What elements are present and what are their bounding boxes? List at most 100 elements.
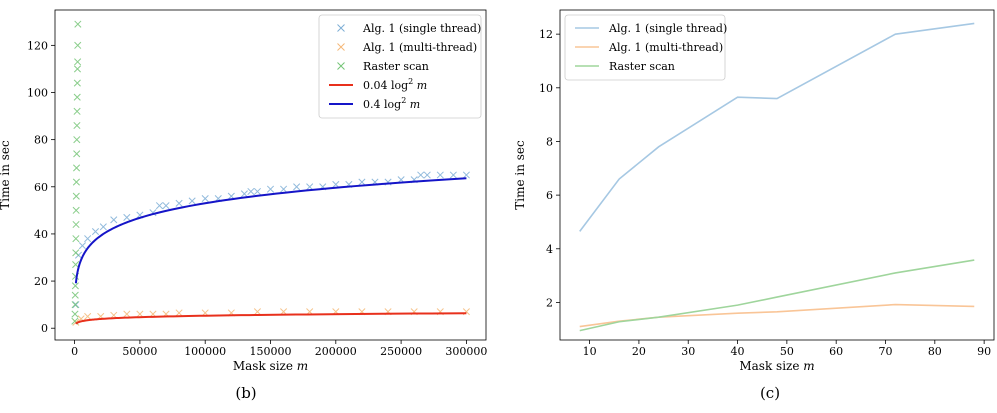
b-series-2-point	[71, 310, 79, 318]
b-series-0-point	[280, 185, 288, 193]
b-series-2-point	[74, 20, 82, 28]
b-series-0-point	[417, 171, 425, 179]
b-legend-marker	[337, 62, 345, 70]
b-ytick-label: 80	[34, 134, 48, 147]
b-series-4-line	[74, 177, 467, 284]
b-xtick-label: 50000	[122, 345, 157, 358]
b-series-0-point	[91, 228, 100, 236]
b-ytick-label: 20	[34, 275, 48, 288]
b-series-0-point	[123, 213, 131, 221]
b-legend-marker	[337, 43, 345, 51]
b-series-0-point	[266, 185, 275, 193]
b-series-2-point	[72, 164, 81, 172]
c-ytick-label: 2	[546, 296, 553, 309]
b-series-2-point	[72, 178, 80, 186]
b-y-axis-label: Time in sec	[0, 140, 12, 210]
b-xtick-label: 0	[71, 345, 78, 358]
b-series-2-point	[73, 65, 82, 73]
b-series-0-point	[84, 235, 92, 243]
c-xtick-label: 70	[879, 345, 893, 358]
b-series-0-point	[253, 187, 261, 196]
b-series-0-point	[99, 223, 107, 231]
b-series-0-point	[449, 171, 457, 179]
c-x-axis-label: Mask size m	[739, 359, 814, 373]
b-plot-area	[71, 20, 470, 326]
b-series-2-point	[74, 41, 82, 49]
b-legend-label: Alg. 1 (single thread)	[362, 22, 481, 35]
b-ytick-label: 40	[34, 228, 48, 241]
chart-panel-c: 10 20 30 40 50 60 70 80 90 2 4 6 8 10 12 Mask size m Tim…	[513, 9, 995, 373]
c-ytick-label: 10	[539, 82, 553, 95]
c-plot-area	[579, 22, 975, 332]
c-legend-label: Alg. 1 (multi-thread)	[608, 41, 723, 54]
c-legend-box	[564, 14, 726, 81]
c-ytick-label: 6	[546, 189, 553, 202]
b-legend: Alg. 1 (single thread) Alg. 1 (multi-thre…	[318, 14, 482, 119]
b-series-0-point	[201, 195, 209, 203]
b-series-2-point	[71, 291, 79, 299]
b-series-0-point	[462, 171, 470, 179]
b-series-2-point	[71, 301, 79, 309]
b-series-0-point	[175, 199, 183, 207]
b-series-0-point	[358, 178, 366, 186]
c-ytick-label: 4	[546, 243, 553, 256]
chart-panel-b: 0 50000 100000 150000 200000 250000 300000 0 20 4…	[0, 9, 487, 373]
b-legend-item: Alg. 1 (single thread)	[337, 22, 481, 35]
b-xtick-label: 100000	[184, 345, 226, 358]
b-data	[71, 20, 470, 326]
b-series-3-line	[75, 312, 467, 325]
c-xtick-label: 60	[829, 345, 843, 358]
b-series-0-point	[423, 171, 431, 179]
b-series-2-point	[73, 107, 81, 115]
b-series-1-point	[175, 309, 183, 317]
c-ytick-label: 8	[546, 135, 553, 148]
b-legend-item: Alg. 1 (multi-thread)	[337, 41, 477, 54]
b-ytick-label: 100	[27, 87, 48, 100]
c-legend-item: Alg. 1 (multi-thread)	[575, 41, 723, 54]
b-xtick-label: 150000	[250, 345, 292, 358]
b-legend-item: 0.04 log2 m	[329, 77, 427, 92]
c-ytick-label: 12	[539, 28, 553, 41]
b-legend-label: Raster scan	[363, 60, 429, 73]
b-series-0-point	[155, 202, 164, 210]
c-axes-frame	[559, 9, 995, 341]
b-series-2-point	[72, 220, 80, 229]
c-xtick-label: 40	[731, 345, 745, 358]
b-xtick-label: 250000	[380, 345, 422, 358]
b-series-0-point	[436, 171, 444, 179]
b-legend-item: 0.4 log2 m	[329, 96, 420, 111]
c-legend-label: Raster scan	[609, 60, 675, 73]
c-xtick-label: 50	[780, 345, 794, 358]
b-series-2-point	[72, 192, 80, 200]
b-series-2-point	[71, 282, 79, 290]
c-xtick-label: 10	[583, 345, 597, 358]
b-series-0-point	[247, 187, 255, 196]
b-series-1-point	[123, 310, 131, 318]
c-legend-label: Alg. 1 (single thread)	[608, 22, 727, 35]
b-series-2-point	[72, 206, 80, 214]
c-xtick-label: 80	[928, 345, 942, 358]
b-series-2-point	[73, 79, 81, 87]
b-ytick-label: 0	[41, 322, 48, 335]
b-ytick-label: 60	[34, 181, 48, 194]
c-series-2-line	[579, 259, 975, 332]
b-series-2	[71, 20, 82, 325]
b-xtick-label: 200000	[315, 345, 357, 358]
b-legend-label: 0.04 log2 m	[363, 77, 427, 92]
b-legend-box	[318, 14, 482, 119]
c-data	[579, 22, 975, 332]
b-series-0-point	[240, 190, 248, 198]
caption-c: (c)	[760, 384, 780, 402]
b-legend-label: 0.4 log2 m	[363, 96, 420, 111]
b-series-2-point	[74, 58, 82, 66]
b-series-2-point	[72, 249, 80, 257]
b-series-1-point	[84, 312, 92, 320]
b-xtick-label: 300000	[445, 345, 487, 358]
c-xtick-label: 30	[681, 345, 695, 358]
c-xtick-label: 90	[977, 345, 991, 358]
b-series-2-point	[72, 235, 80, 243]
c-legend: Alg. 1 (single thread) Alg. 1 (multi-thre…	[564, 14, 727, 81]
b-series-0-point	[72, 301, 80, 309]
c-series-1-line	[579, 303, 975, 328]
